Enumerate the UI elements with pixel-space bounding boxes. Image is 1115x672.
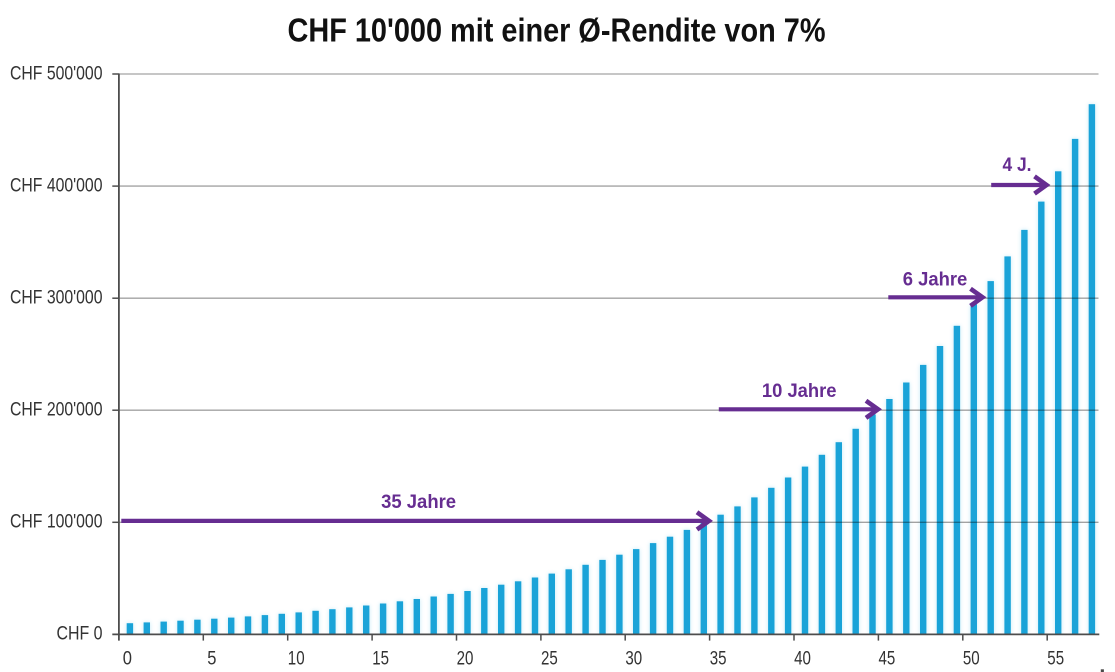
- svg-text:25: 25: [541, 648, 558, 670]
- svg-text:35: 35: [710, 648, 727, 670]
- svg-text:10 Jahre: 10 Jahre: [762, 380, 837, 402]
- svg-text:CHF 0: CHF 0: [57, 624, 103, 645]
- svg-text:55: 55: [1047, 648, 1064, 670]
- svg-text:CHF 200'000: CHF 200'000: [10, 400, 103, 421]
- svg-text:CHF 10'000 mit einer Ø-Rendite: CHF 10'000 mit einer Ø-Rendite von 7%: [288, 13, 826, 50]
- svg-text:0: 0: [123, 648, 132, 670]
- svg-text:CHF 400'000: CHF 400'000: [10, 176, 103, 197]
- svg-text:5: 5: [207, 648, 216, 670]
- svg-text:6 Jahre: 6 Jahre: [903, 269, 968, 291]
- svg-text:4 J.: 4 J.: [1003, 154, 1032, 176]
- svg-text:30: 30: [625, 648, 642, 670]
- svg-text:35 Jahre: 35 Jahre: [381, 491, 456, 513]
- svg-text:10: 10: [288, 648, 305, 670]
- svg-text:CHF 500'000: CHF 500'000: [10, 64, 103, 85]
- svg-text:20: 20: [457, 648, 474, 670]
- svg-text:50: 50: [963, 648, 980, 670]
- svg-text:40: 40: [794, 648, 811, 670]
- svg-text:CHF 300'000: CHF 300'000: [10, 288, 103, 309]
- svg-text:15: 15: [372, 648, 389, 670]
- svg-text:CHF 100'000: CHF 100'000: [10, 512, 103, 533]
- svg-text:45: 45: [879, 648, 896, 670]
